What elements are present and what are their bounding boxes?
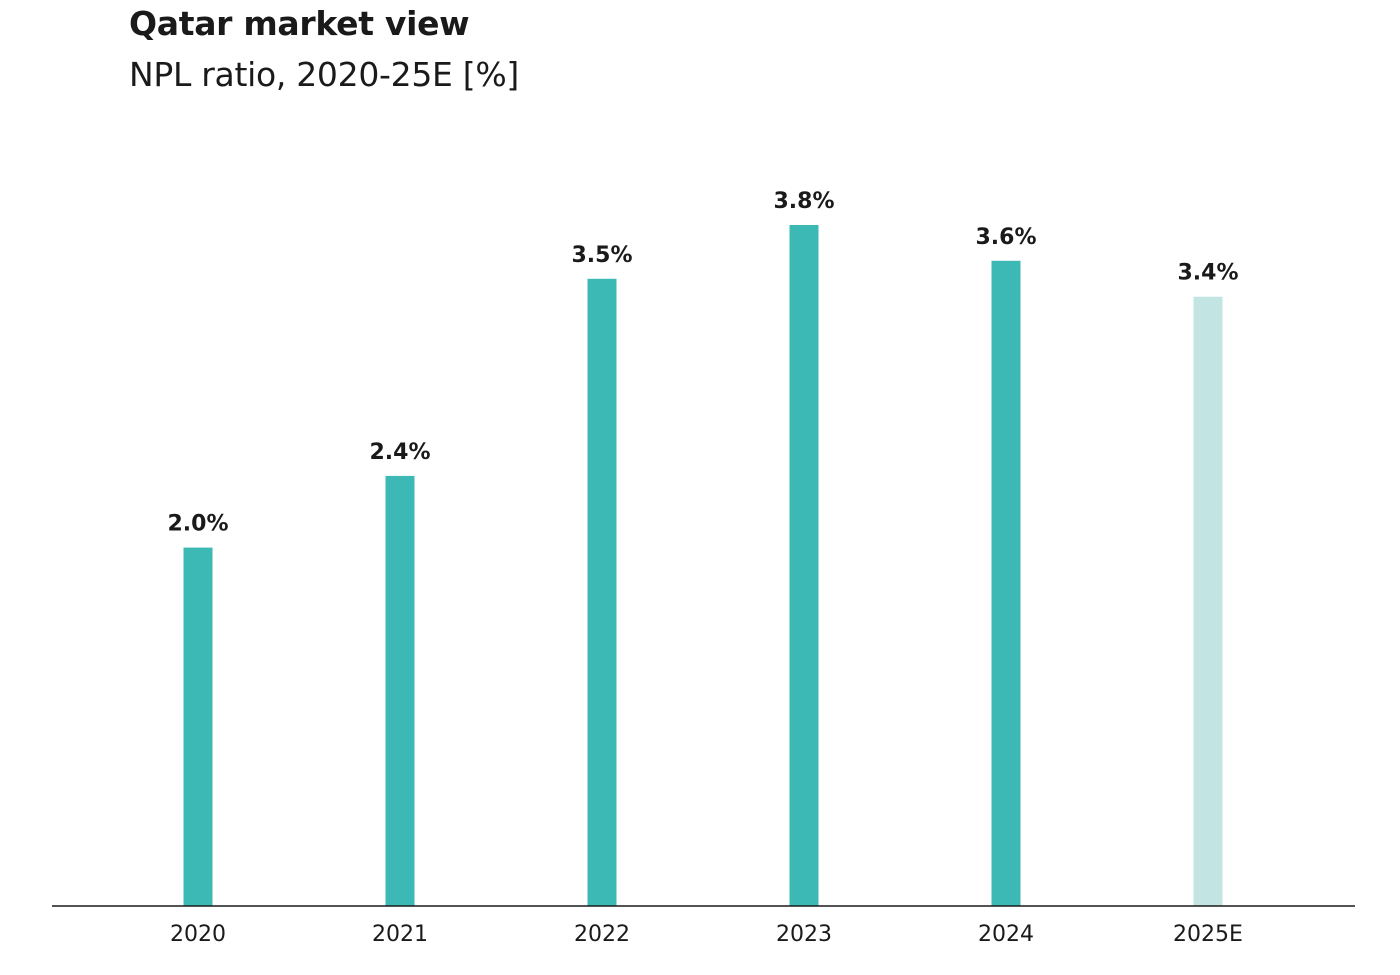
bars-layer (183, 225, 1223, 906)
data-label-2025e: 3.4% (1177, 261, 1238, 286)
x-tick-label-2022: 2022 (574, 922, 630, 947)
chart-title: Qatar market view (129, 4, 470, 43)
bar-2024 (991, 260, 1021, 906)
x-tick-label-2021: 2021 (372, 922, 428, 947)
labels-layer: 2.0% 2020 2.4% 2021 3.5% 2022 3.8% 2023 3.6% 2024… (167, 189, 1242, 947)
bar-2025e (1193, 296, 1223, 906)
x-tick-label-2023: 2023 (776, 922, 832, 947)
chart-subtitle: NPL ratio, 2020-25E [%] (129, 55, 519, 94)
x-tick-label-2025e: 2025E (1173, 922, 1243, 947)
bar-2023 (789, 225, 819, 906)
bar-2021 (385, 475, 415, 906)
bar-2020 (183, 547, 213, 906)
data-label-2023: 3.8% (773, 189, 834, 214)
bar-2022 (587, 278, 617, 906)
data-label-2024: 3.6% (975, 225, 1036, 250)
x-tick-label-2024: 2024 (978, 922, 1034, 947)
data-label-2022: 3.5% (571, 243, 632, 268)
data-label-2021: 2.4% (369, 440, 430, 465)
x-tick-label-2020: 2020 (170, 922, 226, 947)
data-label-2020: 2.0% (167, 512, 228, 537)
